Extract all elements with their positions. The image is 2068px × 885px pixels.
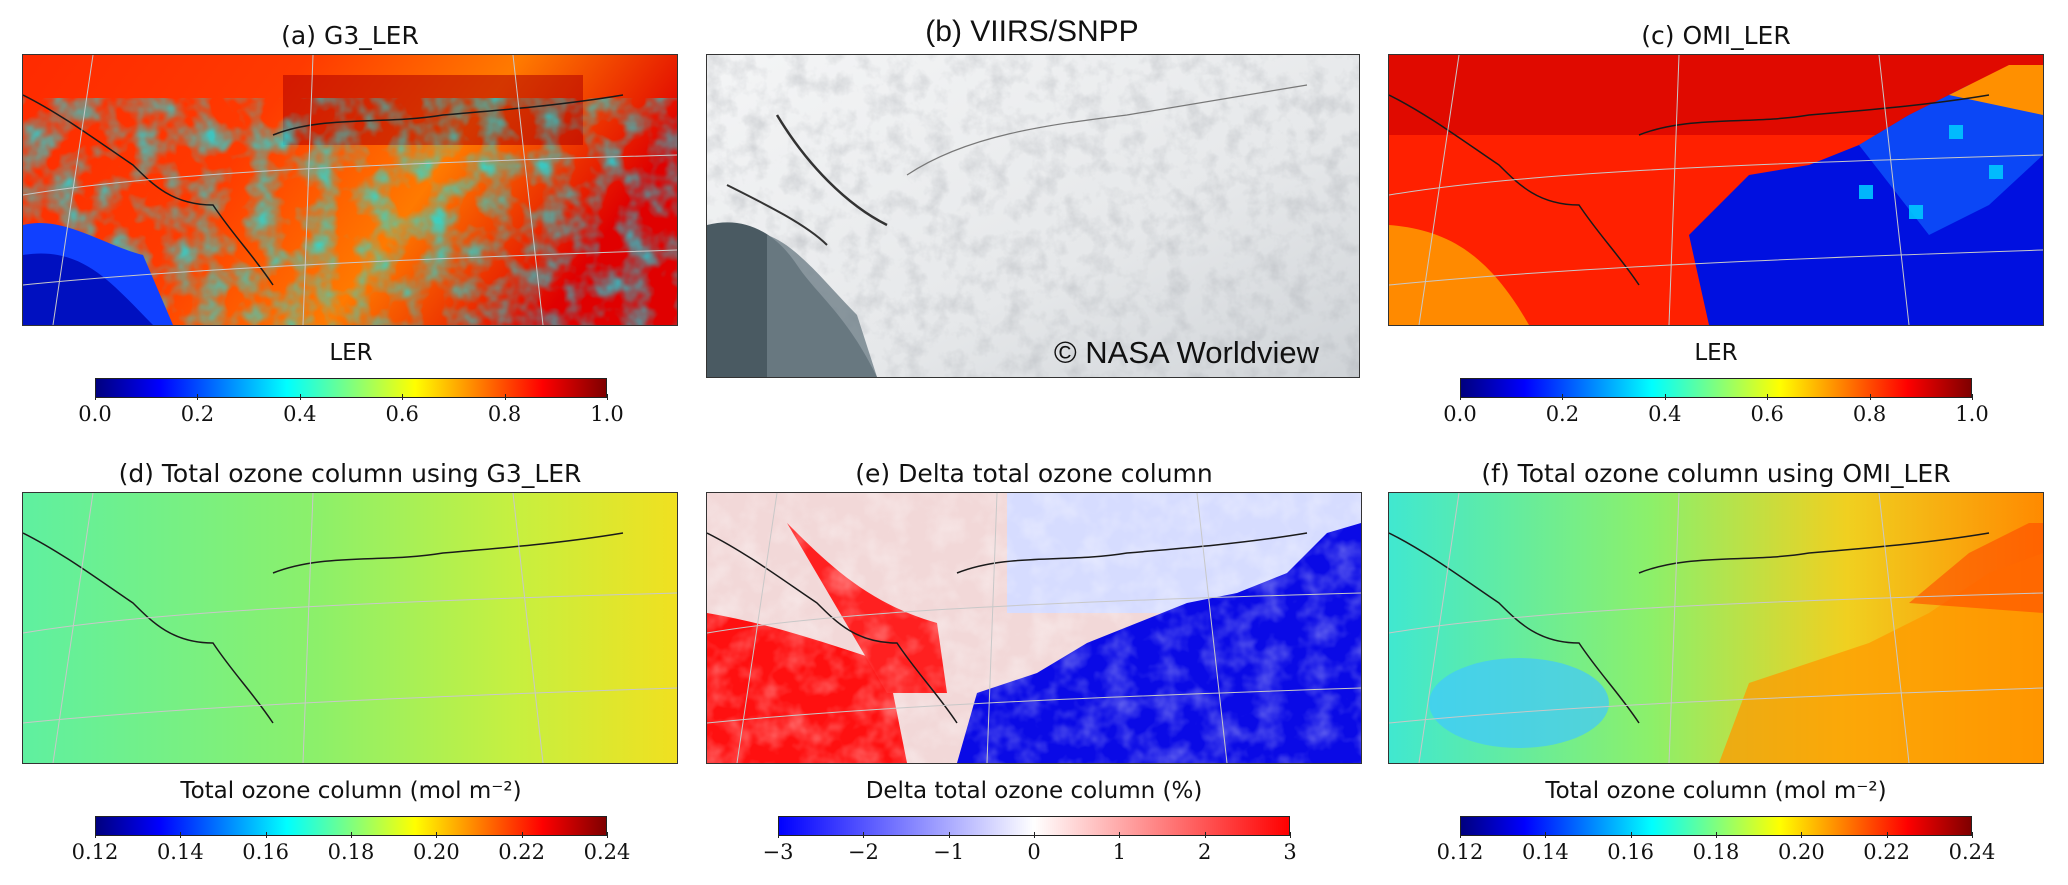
panel-e-title: (e) Delta total ozone column — [855, 459, 1213, 488]
colorbar-f-label: Total ozone column (mol m⁻²) — [1545, 778, 1887, 804]
colorbar-tick-mark — [504, 394, 506, 400]
colorbar-tick-label: 1 — [1112, 840, 1127, 864]
colorbar-a-ticks: 0.0 0.2 0.4 0.6 0.8 1.0 — [78, 394, 624, 432]
panel-d-title: (d) Total ozone column using G3_LER — [118, 459, 582, 488]
panel-b-title: (b) VIIRS/SNPP — [925, 15, 1139, 48]
colorbar-tick-mark — [1972, 832, 1973, 838]
colorbar-tick-label: −1 — [933, 840, 965, 864]
colorbar-tick-label: 0.12 — [1436, 840, 1484, 864]
colorbar-tick-label: 1.0 — [1955, 402, 1989, 426]
colorbar-tick-mark — [180, 832, 182, 838]
colorbar-tick-mark — [95, 394, 96, 400]
colorbar-tick-mark — [1664, 394, 1666, 400]
panel-e-map — [706, 492, 1362, 764]
colorbar-tick-mark — [1562, 394, 1564, 400]
colorbar-tick-mark — [1630, 832, 1632, 838]
colorbar-tick-mark — [1869, 394, 1871, 400]
colorbar-tick-mark — [1716, 832, 1717, 838]
colorbar-tick-label: 0 — [1027, 840, 1041, 864]
colorbar-tick-label: 3 — [1283, 840, 1297, 864]
colorbar-d-label: Total ozone column (mol m⁻²) — [180, 778, 522, 804]
panel-c-title: (c) OMI_LER — [1641, 21, 1791, 50]
colorbar-tick-mark — [607, 394, 608, 400]
panel-a-title: (a) G3_LER — [281, 21, 419, 50]
colorbar-tick-mark — [1460, 394, 1461, 400]
colorbar-tick-label: 0.22 — [498, 840, 546, 864]
panel-d-map — [22, 492, 678, 764]
colorbar-f-ticks: 0.12 0.14 0.16 0.18 0.20 0.22 0.24 — [1437, 832, 1995, 870]
colorbar-tick-label: 1.0 — [590, 402, 624, 426]
colorbar-d-ticks: 0.12 0.14 0.16 0.18 0.20 0.22 0.24 — [72, 832, 630, 870]
colorbar-tick-label: 0.12 — [71, 840, 119, 864]
colorbar-tick-label: 0.6 — [1750, 402, 1784, 426]
colorbar-tick-label: 0.24 — [583, 840, 631, 864]
colorbar-tick-mark — [265, 832, 267, 838]
colorbar-tick-label: 0.8 — [487, 402, 522, 426]
colorbar-tick-label: 0.22 — [1863, 840, 1911, 864]
colorbar-tick-mark — [607, 832, 608, 838]
colorbar-tick-mark — [1972, 394, 1973, 400]
colorbar-tick-mark — [1204, 832, 1206, 838]
colorbar-c-ticks: 0.0 0.2 0.4 0.6 0.8 1.0 — [1443, 394, 1989, 432]
colorbar-e-ticks: −3 −2 −1 0 1 2 3 — [763, 832, 1297, 870]
colorbar-e-label: Delta total ozone column (%) — [865, 778, 1203, 804]
colorbar-tick-label: 0.20 — [1777, 840, 1825, 864]
colorbar-tick-mark — [299, 394, 301, 400]
colorbar-tick-label: 0.24 — [1948, 840, 1996, 864]
colorbar-tick-mark — [1767, 394, 1769, 400]
colorbar-tick-mark — [351, 832, 352, 838]
colorbar-tick-mark — [863, 832, 865, 838]
colorbar-tick-mark — [521, 832, 523, 838]
colorbar-tick-mark — [948, 832, 950, 838]
colorbar-tick-mark — [95, 832, 96, 838]
colorbar-c-label: LER — [1694, 340, 1738, 366]
colorbar-tick-mark — [402, 394, 404, 400]
colorbar-tick-label: 0.4 — [1648, 402, 1682, 426]
panel-f-title: (f) Total ozone column using OMI_LER — [1481, 459, 1951, 488]
colorbar-tick-mark — [1460, 832, 1461, 838]
colorbar-tick-label: 0.2 — [180, 402, 215, 426]
colorbar-tick-mark — [1034, 832, 1035, 838]
colorbar-a-label: LER — [329, 340, 373, 366]
colorbar-tick-label: 0.16 — [242, 840, 290, 864]
colorbar-tick-mark — [1801, 832, 1803, 838]
colorbar-tick-mark — [436, 832, 438, 838]
colorbar-tick-label: 0.18 — [1692, 840, 1740, 864]
colorbar-tick-label: 0.18 — [327, 840, 375, 864]
image-credit: © NASA Worldview — [1053, 335, 1319, 370]
colorbar-tick-mark — [197, 394, 199, 400]
panel-c-map — [1388, 54, 2044, 326]
colorbar-tick-label: 0.4 — [283, 402, 317, 426]
colorbar-tick-label: 0.8 — [1852, 402, 1887, 426]
colorbar-tick-label: 0.16 — [1607, 840, 1655, 864]
panel-a-map — [22, 54, 678, 326]
colorbar-tick-label: 0.2 — [1545, 402, 1580, 426]
colorbar-tick-label: 2 — [1197, 840, 1212, 864]
colorbar-tick-label: 0.0 — [78, 402, 112, 426]
colorbar-tick-mark — [1886, 832, 1888, 838]
panel-f-map — [1388, 492, 2044, 764]
colorbar-tick-label: 0.14 — [156, 840, 204, 864]
colorbar-tick-label: −3 — [762, 840, 794, 864]
colorbar-tick-label: 0.6 — [385, 402, 419, 426]
colorbar-tick-label: 0.20 — [412, 840, 460, 864]
colorbar-tick-mark — [1545, 832, 1547, 838]
colorbar-a — [95, 378, 607, 398]
colorbar-tick-mark — [778, 832, 779, 838]
colorbar-tick-label: 0.0 — [1443, 402, 1477, 426]
colorbar-c — [1460, 378, 1972, 398]
colorbar-tick-label: 0.14 — [1521, 840, 1569, 864]
colorbar-tick-label: −2 — [847, 840, 879, 864]
colorbar-tick-mark — [1290, 832, 1291, 838]
panel-b-image: © NASA Worldview — [706, 54, 1360, 378]
colorbar-tick-mark — [1119, 832, 1121, 838]
